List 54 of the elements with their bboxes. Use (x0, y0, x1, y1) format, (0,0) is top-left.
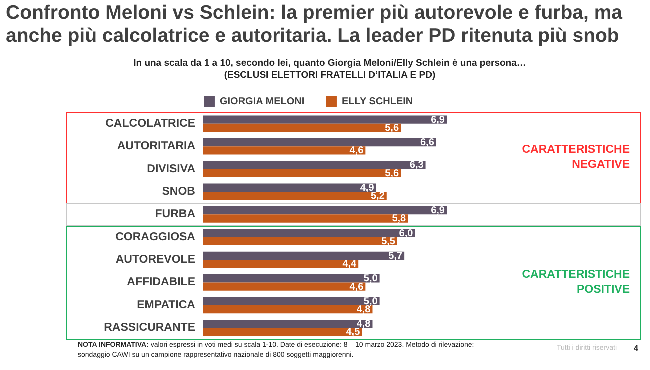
bar (203, 297, 380, 306)
text: CARATTERISTICHE NEGATIVE (521, 142, 630, 173)
y-tick-label: AUTOREVOLE (116, 254, 196, 266)
data-label: 5,6 (385, 122, 400, 134)
bar (203, 124, 402, 132)
legend-label: GIORGIA MELONI (220, 96, 305, 108)
chart-title: Confronto Meloni vs Schlein: la premier più autorevole e furba, ma anche più calcolatrice e autoritaria. La leader PD ritenuta più snob (6, 2, 624, 48)
bar (203, 328, 362, 336)
data-label: 4,6 (350, 282, 364, 293)
data-label: 5,8 (392, 214, 407, 225)
bar (203, 237, 398, 246)
bar (203, 229, 416, 238)
data-label: 6,0 (399, 228, 414, 240)
data-label: 5,5 (382, 236, 396, 248)
y-tick-label: AUTORITARIA (117, 140, 196, 153)
data-label: 6,6 (420, 138, 435, 148)
data-label: 5,0 (364, 274, 378, 285)
bar (203, 161, 426, 170)
bar (203, 320, 373, 328)
y-tick-label: AFFIDABILE (127, 276, 196, 289)
text: CARATTERISTICHE POSITIVE (521, 268, 630, 298)
data-label: 4,6 (350, 146, 364, 157)
bar (203, 252, 405, 260)
bar (203, 282, 366, 291)
y-tick-label: EMPATICA (137, 299, 196, 312)
data-label: 4,4 (342, 259, 358, 270)
y-tick-label: DIVISIVA (147, 163, 196, 176)
data-label: 4,8 (356, 304, 372, 316)
bar (203, 206, 447, 215)
y-tick-label: FURBA (155, 208, 196, 221)
legend-label: ELLY SCHLEIN (342, 96, 414, 108)
data-label: 5,2 (370, 191, 386, 202)
bar (203, 214, 408, 223)
text: 4 (634, 344, 638, 353)
y-tick-label: CALCOLATRICE (106, 118, 196, 130)
data-label: 5,6 (385, 168, 400, 180)
chart-subtitle: In una scala da 1 a 10, secondo lei, quanto Giorgia Meloni/Elly Schlein è una persona… (ESCLUSI ELETTORI FRATELLI D’ITALIA E PD) (132, 58, 528, 82)
bar (203, 192, 387, 200)
y-tick-label: CORAGGIOSA (116, 231, 196, 244)
data-label: 6,9 (431, 114, 446, 126)
bar (203, 184, 376, 192)
bar (203, 305, 373, 314)
data-label: 5,0 (364, 296, 378, 308)
y-tick-label: RASSICURANTE (104, 322, 196, 334)
bar (203, 138, 436, 147)
data-label: 6,3 (410, 160, 424, 172)
y-tick-label: SNOB (162, 186, 196, 198)
data-label: 6,9 (431, 206, 446, 217)
bar (203, 169, 402, 178)
bar (203, 260, 359, 268)
data-label: 5,7 (388, 250, 403, 262)
bar (203, 146, 366, 155)
bar (203, 116, 447, 124)
bar (203, 274, 380, 283)
